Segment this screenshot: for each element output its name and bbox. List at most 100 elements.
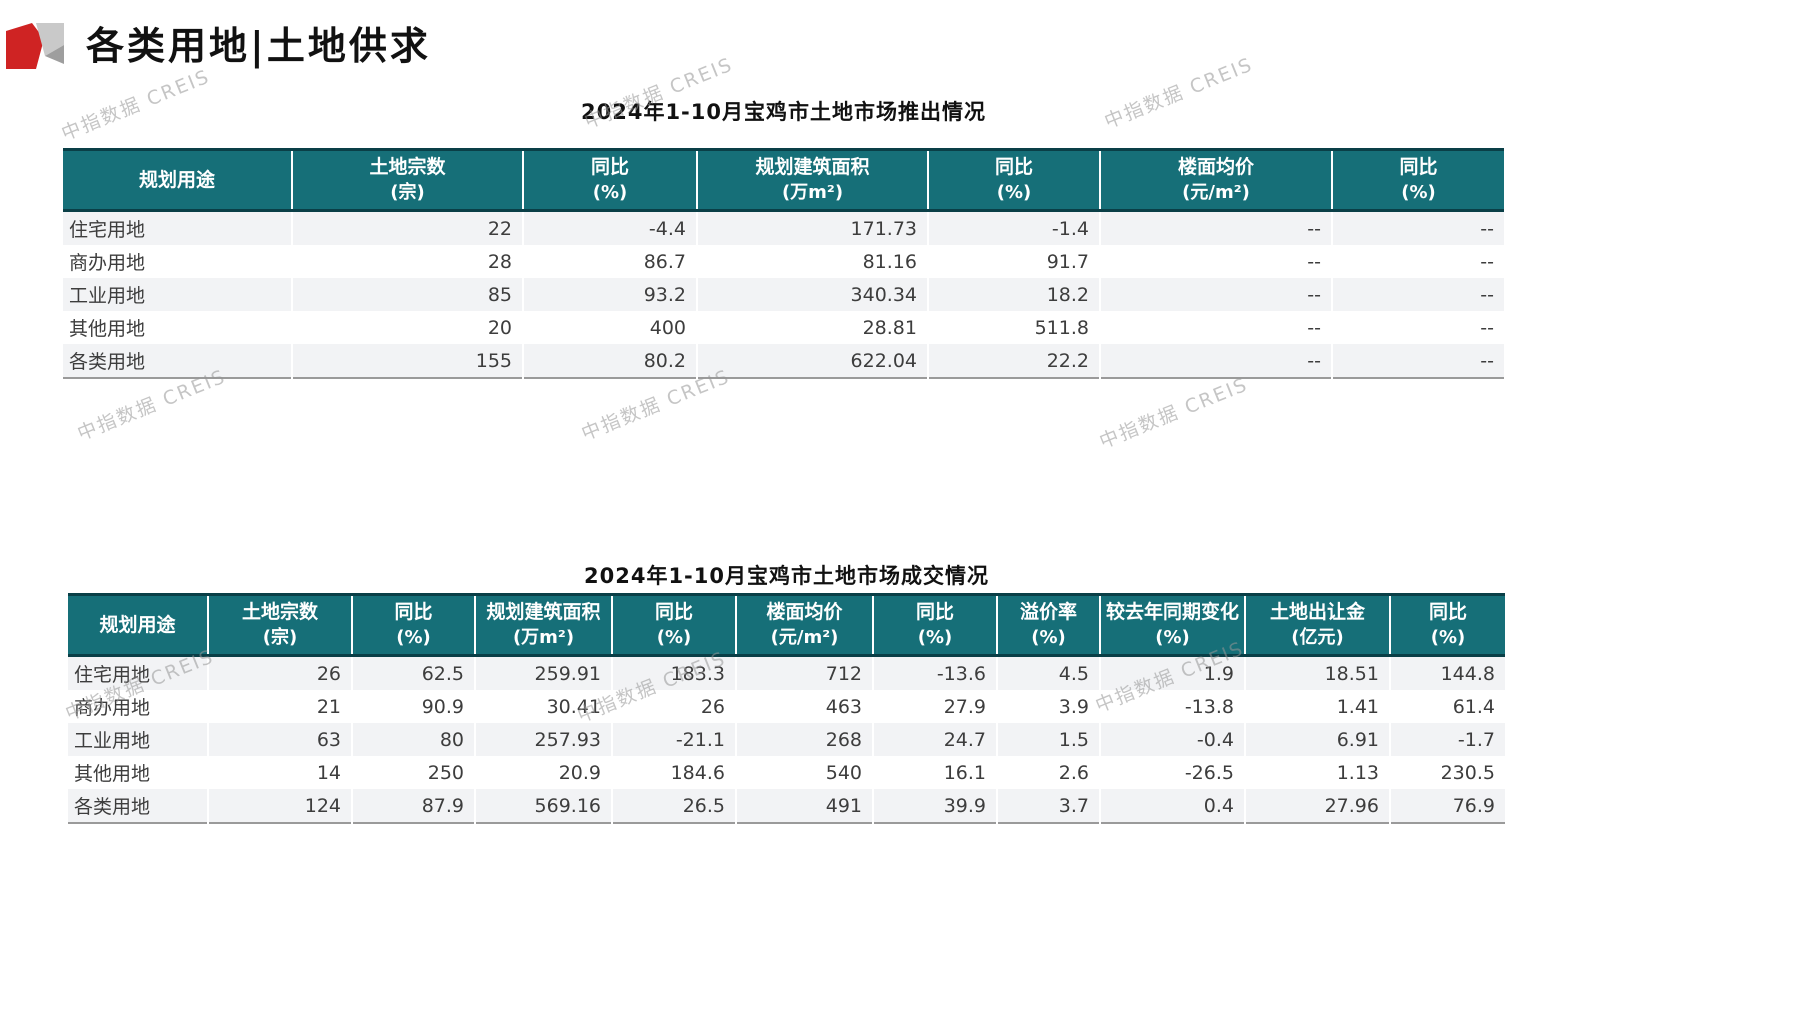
column-header: 同比 (%) bbox=[927, 149, 1100, 211]
cell-value: 90.9 bbox=[351, 690, 475, 723]
table-row: 其他用地 14 250 20.9 184.6 540 16.1 2.6 -26.5 1.13 230… bbox=[68, 756, 1505, 789]
cell-value: 28 bbox=[291, 245, 523, 278]
cell-value: 0.4 bbox=[1099, 789, 1245, 823]
cell-value: 257.93 bbox=[474, 723, 612, 756]
table-row: 商办用地 28 86.7 81.16 91.7 -- -- bbox=[63, 245, 1504, 278]
cell-value: -- bbox=[1331, 245, 1504, 278]
cell-value: 14 bbox=[207, 756, 352, 789]
land-supply-table: 规划用途 土地宗数 (宗) 同比 (%) 规划建筑面积 (万m²) 同比 (%) 楼面均价 (元/m… bbox=[63, 148, 1504, 379]
cell-value: -- bbox=[1331, 311, 1504, 344]
cell-value: -- bbox=[1099, 245, 1332, 278]
logo-red-shape bbox=[6, 23, 44, 69]
cell-value: 1.5 bbox=[996, 723, 1100, 756]
cell-value: -1.7 bbox=[1389, 723, 1505, 756]
cell-value: 16.1 bbox=[872, 756, 997, 789]
row-label: 其他用地 bbox=[69, 318, 146, 340]
column-header: 土地出让金 (亿元) bbox=[1244, 594, 1390, 656]
cell-value: 511.8 bbox=[927, 311, 1100, 344]
cell-value: 26.5 bbox=[611, 789, 736, 823]
cell-value: 268 bbox=[735, 723, 873, 756]
cell-value: 24.7 bbox=[872, 723, 997, 756]
cell-value: -- bbox=[1331, 210, 1504, 245]
cell-value: 144.8 bbox=[1389, 655, 1505, 690]
cell-value: -13.8 bbox=[1099, 690, 1245, 723]
column-header: 规划建筑面积 (万m²) bbox=[474, 594, 612, 656]
row-label: 商办用地 bbox=[69, 252, 146, 274]
cell-value: 184.6 bbox=[611, 756, 736, 789]
cell-value: -1.4 bbox=[927, 210, 1100, 245]
table-row: 其他用地 20 400 28.81 511.8 -- -- bbox=[63, 311, 1504, 344]
cell-value: -- bbox=[1331, 344, 1504, 378]
cell-value: 6.91 bbox=[1244, 723, 1390, 756]
table2-title: 2024年1-10月宝鸡市土地市场成交情况 bbox=[584, 564, 989, 588]
cell-value: 80 bbox=[351, 723, 475, 756]
cell-value: 124 bbox=[207, 789, 352, 823]
cell-value: 91.7 bbox=[927, 245, 1100, 278]
cell-value: 340.34 bbox=[696, 278, 928, 311]
cell-value: 1.13 bbox=[1244, 756, 1390, 789]
column-header: 同比 (%) bbox=[522, 149, 697, 211]
column-header: 同比 (%) bbox=[872, 594, 997, 656]
cell-value: 81.16 bbox=[696, 245, 928, 278]
cell-value: 1.9 bbox=[1099, 655, 1245, 690]
cell-value: 26 bbox=[611, 690, 736, 723]
cell-value: 20 bbox=[291, 311, 523, 344]
cell-value: 39.9 bbox=[872, 789, 997, 823]
table-row: 住宅用地 26 62.5 259.91 183.3 712 -13.6 4.5 1.9 18.51… bbox=[68, 655, 1505, 690]
column-header: 同比 (%) bbox=[351, 594, 475, 656]
cell-value: -0.4 bbox=[1099, 723, 1245, 756]
table-row: 工业用地 85 93.2 340.34 18.2 -- -- bbox=[63, 278, 1504, 311]
table-row: 商办用地 21 90.9 30.41 26 463 27.9 3.9 -13.8 1.41 61.4 bbox=[68, 690, 1505, 723]
table1-title: 2024年1-10月宝鸡市土地市场推出情况 bbox=[581, 100, 986, 124]
cell-value: 76.9 bbox=[1389, 789, 1505, 823]
cell-value: 622.04 bbox=[696, 344, 928, 378]
row-label: 工业用地 bbox=[69, 285, 146, 307]
cell-value: 4.5 bbox=[996, 655, 1100, 690]
cell-value: -- bbox=[1331, 278, 1504, 311]
land-transaction-table: 规划用途 土地宗数 (宗) 同比 (%) 规划建筑面积 (万m²) 同比 (%) 楼面均价 (元/m… bbox=[68, 593, 1505, 824]
page-title: 各类用地|土地供求 bbox=[86, 23, 431, 68]
row-label: 各类用地 bbox=[74, 796, 151, 818]
cell-value: 183.3 bbox=[611, 655, 736, 690]
cell-value: 63 bbox=[207, 723, 352, 756]
cell-value: 155 bbox=[291, 344, 523, 378]
cell-value: 18.2 bbox=[927, 278, 1100, 311]
cell-value: 712 bbox=[735, 655, 873, 690]
cell-value: 27.96 bbox=[1244, 789, 1390, 823]
cell-value: 62.5 bbox=[351, 655, 475, 690]
cell-value: 28.81 bbox=[696, 311, 928, 344]
column-header: 规划建筑面积 (万m²) bbox=[696, 149, 928, 211]
cell-value: 259.91 bbox=[474, 655, 612, 690]
cell-value: 93.2 bbox=[522, 278, 697, 311]
cell-value: -- bbox=[1099, 210, 1332, 245]
cell-value: -26.5 bbox=[1099, 756, 1245, 789]
cell-value: -- bbox=[1099, 344, 1332, 378]
cell-value: 491 bbox=[735, 789, 873, 823]
cell-value: 30.41 bbox=[474, 690, 612, 723]
cell-value: 2.6 bbox=[996, 756, 1100, 789]
cell-value: -13.6 bbox=[872, 655, 997, 690]
table-row: 各类用地 124 87.9 569.16 26.5 491 39.9 3.7 0.4 27.96 7… bbox=[68, 789, 1505, 823]
cell-value: 26 bbox=[207, 655, 352, 690]
cell-value: -21.1 bbox=[611, 723, 736, 756]
section-header: 各类用地|土地供求 bbox=[6, 22, 431, 70]
cell-value: 22.2 bbox=[927, 344, 1100, 378]
column-header: 同比 (%) bbox=[1389, 594, 1505, 656]
column-header: 楼面均价 (元/m²) bbox=[1099, 149, 1332, 211]
column-header: 土地宗数 (宗) bbox=[207, 594, 352, 656]
cell-value: 87.9 bbox=[351, 789, 475, 823]
cell-value: -- bbox=[1099, 278, 1332, 311]
table-row: 住宅用地 22 -4.4 171.73 -1.4 -- -- bbox=[63, 210, 1504, 245]
cell-value: 18.51 bbox=[1244, 655, 1390, 690]
cell-value: 3.9 bbox=[996, 690, 1100, 723]
cell-value: 80.2 bbox=[522, 344, 697, 378]
creis-logo-icon bbox=[6, 23, 64, 69]
row-label: 工业用地 bbox=[74, 730, 151, 752]
row-label: 商办用地 bbox=[74, 697, 151, 719]
cell-value: 27.9 bbox=[872, 690, 997, 723]
column-header: 溢价率 (%) bbox=[996, 594, 1100, 656]
row-label: 住宅用地 bbox=[69, 219, 146, 241]
table-row: 工业用地 63 80 257.93 -21.1 268 24.7 1.5 -0.4 6.91 -1.… bbox=[68, 723, 1505, 756]
column-header: 较去年同期变化 (%) bbox=[1099, 594, 1245, 656]
cell-value: 463 bbox=[735, 690, 873, 723]
